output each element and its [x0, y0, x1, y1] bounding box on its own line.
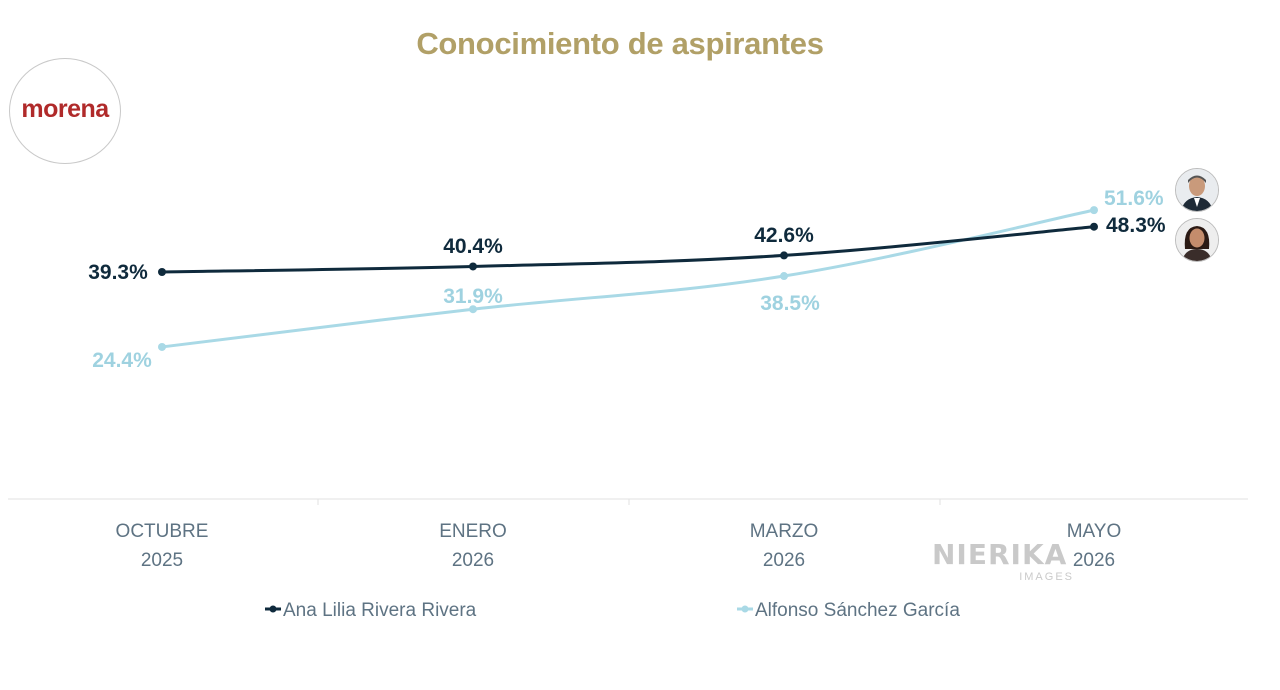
data-point-1 — [158, 268, 166, 276]
x-tick-label: MARZO 2026 — [750, 521, 819, 571]
morena-logo: morena — [9, 58, 121, 164]
woman-portrait-icon — [1175, 218, 1219, 262]
watermark-sub: IMAGES — [1019, 571, 1074, 583]
chart-title: Conocimiento de aspirantes — [416, 26, 824, 61]
data-label: 39.3% — [88, 261, 148, 284]
watermark-main: NIERIKA — [932, 538, 1068, 571]
data-point-2 — [780, 272, 788, 281]
data-point-2 — [1090, 206, 1098, 215]
data-label: 42.6% — [754, 224, 814, 247]
man-portrait-icon — [1175, 168, 1219, 212]
series-line-2 — [160, 208, 1096, 349]
data-point-1 — [1090, 222, 1098, 231]
x-tick-label: OCTUBRE 2025 — [116, 521, 209, 571]
series-line-1 — [160, 225, 1096, 274]
data-label: 31.9% — [443, 285, 503, 308]
logo-text: morena — [21, 95, 109, 123]
data-label: 38.5% — [760, 292, 820, 315]
watermark: NIERIKA IMAGES — [932, 538, 1082, 583]
data-label: 48.3% — [1106, 214, 1166, 237]
x-tick-label: ENERO 2026 — [439, 521, 507, 571]
data-point-2 — [158, 342, 166, 351]
legend-label: Ana Lilia Rivera Rivera — [283, 600, 477, 621]
legend-label: Alfonso Sánchez García — [755, 600, 960, 621]
legend-marker — [741, 605, 749, 613]
data-point-1 — [780, 251, 788, 260]
legend-marker — [269, 605, 277, 613]
data-label: 24.4% — [92, 349, 152, 372]
data-label: 40.4% — [443, 235, 503, 258]
data-point-1 — [469, 262, 477, 271]
data-label: 51.6% — [1104, 187, 1164, 210]
data-point-2 — [469, 305, 477, 314]
x-tick-label: MAYO 2026 — [1067, 521, 1122, 571]
